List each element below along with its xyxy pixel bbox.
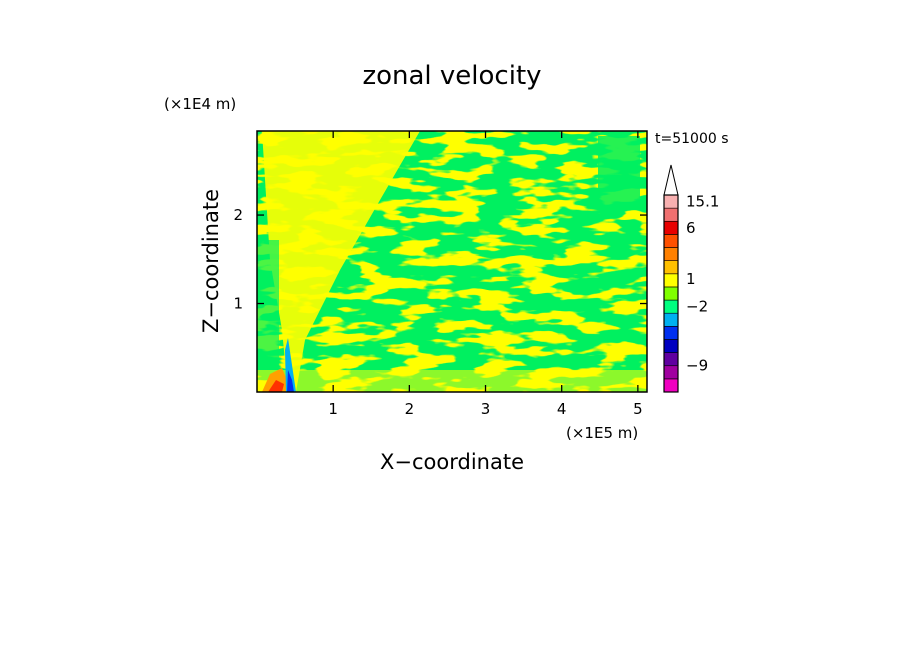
colorbar-level-8 [663,273,679,288]
field-right-upper [598,136,640,206]
colorbar-label-0: 15.1 [686,193,719,211]
y-tick-label-0: 1 [233,295,243,313]
colorbar: 15.1 6 1 −2 −9 [663,164,719,393]
field-bottom-band [257,370,647,392]
colorbar-frame [663,194,679,393]
x-scale-label: (×1E5 m) [566,424,638,442]
field-red-core [268,380,284,392]
colorbar-level-14 [663,194,679,209]
colorbar-level-11 [663,234,679,248]
y-tick-label-1: 2 [233,206,243,224]
x-tick-label-1: 2 [405,400,415,418]
colorbar-tip [663,164,679,196]
x-tick-label-2: 3 [481,400,491,418]
field-orange-jet [262,368,292,392]
field-left-band [257,240,279,370]
x-tick-label-4: 5 [633,400,643,418]
field-yellow-plume [262,131,420,392]
colorbar-level-1 [663,365,679,380]
colorbar-level-10 [663,247,679,261]
chart-title: zonal velocity [362,61,541,91]
y-scale-label: (×1E4 m) [164,95,236,113]
colorbar-level-12 [663,220,679,235]
colorbar-level-0 [663,378,679,393]
colorbar-level-9 [663,260,679,275]
x-tick-label-3: 4 [557,400,567,418]
x-tick-label-0: 1 [328,400,338,418]
axis-ticks: 1 2 3 4 5 1 2 [233,131,647,418]
colorbar-label-1: 6 [686,219,696,237]
colorbar-level-5 [663,312,679,327]
plot-field [257,131,647,392]
x-axis-label: X−coordinate [380,450,524,474]
colorbar-level-13 [663,207,679,222]
colorbar-label-4: −9 [686,357,708,375]
plot-frame [256,130,648,393]
colorbar-level-6 [663,299,679,314]
time-label: t=51000 s [655,131,729,147]
field-blue-core [287,370,294,392]
colorbar-level-3 [663,339,679,353]
colorbar-label-2: 1 [686,270,696,288]
colorbar-label-3: −2 [686,298,708,316]
colorbar-level-4 [663,326,679,340]
y-axis-label: Z−coordinate [199,189,223,333]
colorbar-level-7 [663,286,679,301]
colorbar-level-2 [663,352,679,367]
